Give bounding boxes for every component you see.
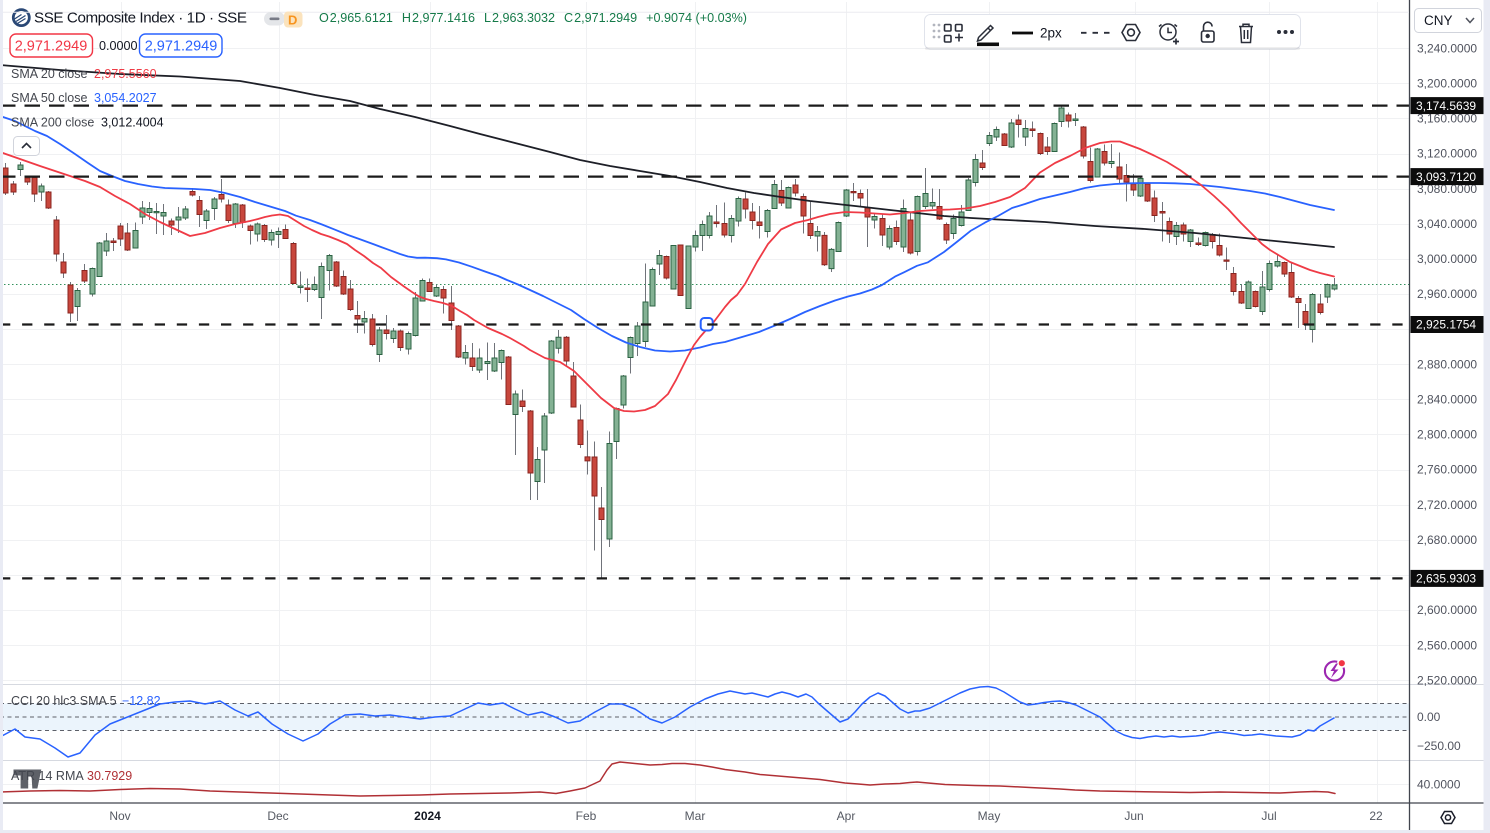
svg-text:2px: 2px	[1040, 26, 1062, 41]
svg-text:3,200.0000: 3,200.0000	[1417, 77, 1477, 91]
svg-text:2,680.0000: 2,680.0000	[1417, 533, 1477, 547]
svg-text:0.00: 0.00	[1417, 710, 1441, 724]
svg-text:SMA 20 close: SMA 20 close	[11, 67, 87, 81]
svg-text:3,240.0000: 3,240.0000	[1417, 41, 1477, 55]
svg-text:Feb: Feb	[576, 809, 597, 823]
svg-text:3,012.4004: 3,012.4004	[101, 116, 164, 130]
svg-text:2,760.0000: 2,760.0000	[1417, 463, 1477, 477]
svg-text:−250.00: −250.00	[1417, 739, 1461, 753]
svg-text:Apr: Apr	[837, 809, 856, 823]
svg-text:30.7929: 30.7929	[87, 769, 132, 783]
svg-text:CCI 20 hlc3 SMA 5: CCI 20 hlc3 SMA 5	[11, 694, 117, 708]
svg-text:Mar: Mar	[685, 809, 706, 823]
svg-text:2,800.0000: 2,800.0000	[1417, 428, 1477, 442]
svg-text:SMA 200 close: SMA 200 close	[11, 116, 94, 130]
svg-text:Jun: Jun	[1124, 809, 1143, 823]
svg-text:40.0000: 40.0000	[1417, 777, 1461, 791]
svg-text:3,080.0000: 3,080.0000	[1417, 182, 1477, 196]
svg-text:2,960.0000: 2,960.0000	[1417, 287, 1477, 301]
svg-text:2,520.0000: 2,520.0000	[1417, 673, 1477, 687]
svg-text:2,880.0000: 2,880.0000	[1417, 357, 1477, 371]
svg-text:3,160.0000: 3,160.0000	[1417, 112, 1477, 126]
svg-text:−12.82: −12.82	[122, 694, 161, 708]
svg-text:2,975.5560: 2,975.5560	[94, 67, 157, 81]
svg-text:Nov: Nov	[109, 809, 130, 823]
svg-text:CNY: CNY	[1424, 13, 1453, 28]
svg-text:3,093.7120: 3,093.7120	[1416, 170, 1476, 184]
svg-text:SMA 50 close: SMA 50 close	[11, 91, 87, 105]
svg-text:2,600.0000: 2,600.0000	[1417, 603, 1477, 617]
svg-text:D: D	[288, 13, 297, 28]
svg-text:SSE Composite Index · 1D · SSE: SSE Composite Index · 1D · SSE	[34, 10, 247, 27]
svg-text:Jul: Jul	[1261, 809, 1276, 823]
svg-text:0.0000: 0.0000	[99, 39, 138, 53]
svg-text:2,971.2949: 2,971.2949	[145, 39, 218, 55]
svg-text:2024: 2024	[414, 809, 441, 823]
svg-text:2,635.9303: 2,635.9303	[1416, 572, 1476, 586]
svg-text:2,971.2949: 2,971.2949	[15, 39, 88, 55]
svg-text:22: 22	[1369, 809, 1383, 823]
svg-text:3,174.5639: 3,174.5639	[1416, 99, 1476, 113]
svg-text:2,720.0000: 2,720.0000	[1417, 498, 1477, 512]
svg-text:3,040.0000: 3,040.0000	[1417, 217, 1477, 231]
svg-text:3,120.0000: 3,120.0000	[1417, 147, 1477, 161]
svg-text:Dec: Dec	[267, 809, 288, 823]
svg-text:ATR 14 RMA: ATR 14 RMA	[11, 769, 84, 783]
svg-text:May: May	[978, 809, 1001, 823]
svg-text:2,925.1754: 2,925.1754	[1416, 318, 1476, 332]
svg-text:3,054.2027: 3,054.2027	[94, 91, 157, 105]
svg-text:2,560.0000: 2,560.0000	[1417, 638, 1477, 652]
svg-text:2,840.0000: 2,840.0000	[1417, 393, 1477, 407]
svg-text:3,000.0000: 3,000.0000	[1417, 252, 1477, 266]
